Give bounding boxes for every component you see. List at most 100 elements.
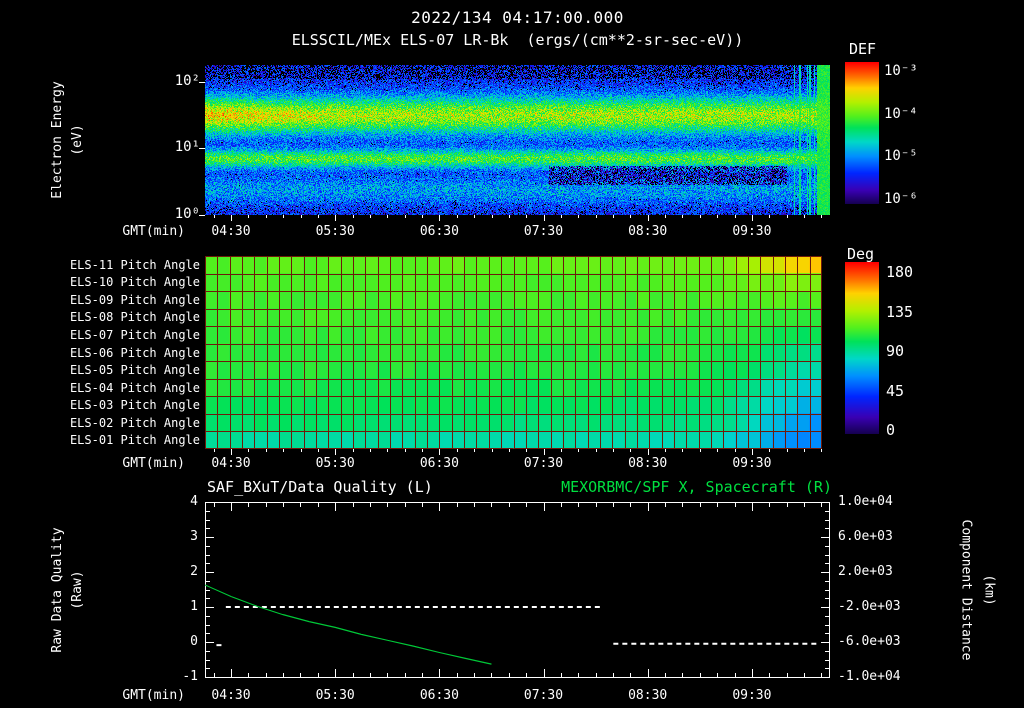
raw-data-quality-axis-label-line2: (Raw): [70, 570, 85, 610]
x-tick-mark: [213, 449, 215, 452]
x-tick-mark: [804, 449, 805, 452]
x-tick-mark: [352, 449, 354, 452]
x-tick-mark: [665, 215, 667, 218]
def-colorbar-tick-label: 10⁻⁵: [884, 148, 918, 165]
x-tick-mark: [456, 449, 458, 452]
x-tick-mark: [613, 215, 614, 218]
x-tick-label: 07:30: [523, 456, 564, 471]
page-title: 2022/134 04:17:00.000: [411, 8, 624, 27]
x-tick-label: 06:30: [419, 224, 459, 239]
spectro-ytick-mark: [199, 81, 205, 83]
left-ytick-label: -1: [182, 669, 198, 684]
x-tick-mark: [387, 449, 389, 452]
electron-energy-axis-label-line1: Electron Energy: [50, 81, 65, 199]
x-tick-mark: [578, 215, 580, 218]
x-tick-label: 09:30: [732, 456, 772, 471]
x-tick-mark: [456, 215, 458, 218]
x-tick-mark: [543, 449, 545, 455]
x-tick-mark: [491, 215, 493, 218]
x-tick-mark: [734, 449, 736, 452]
pitch-angle-heatmap-canvas: [205, 256, 822, 449]
def-colorbar-tick-label: 10⁻³: [884, 63, 918, 79]
pitch-row-label: ELS-04 Pitch Angle: [69, 380, 200, 395]
x-tick-mark: [439, 449, 441, 455]
x-tick-mark: [231, 449, 232, 455]
x-tick-mark: [335, 215, 337, 221]
right-ytick-label: 6.0e+03: [838, 529, 893, 544]
x-tick-mark: [508, 215, 510, 218]
pitch-row-label: ELS-07 Pitch Angle: [69, 328, 200, 342]
x-tick-mark: [508, 449, 510, 452]
x-tick-label: 08:30: [628, 456, 668, 471]
x-tick-mark: [526, 215, 528, 218]
x-tick-mark: [613, 449, 614, 452]
pitch-row-label: ELS-09 Pitch Angle: [69, 292, 200, 307]
x-tick-mark: [317, 449, 319, 452]
x-tick-mark: [717, 215, 719, 218]
gmt-axis-label-bottom: GMT(min): [122, 688, 185, 703]
spectro-ytick-label: 10²: [174, 72, 200, 89]
x-tick-mark: [595, 215, 597, 218]
gmt-axis-label-top: GMT(min): [122, 224, 185, 239]
x-tick-mark: [786, 215, 788, 218]
x-tick-mark: [821, 215, 823, 218]
x-tick-mark: [474, 215, 476, 218]
right-ytick-label: 1.0e+04: [838, 494, 893, 509]
def-colorbar: [845, 62, 879, 204]
x-tick-mark: [578, 449, 580, 452]
x-tick-mark: [300, 449, 302, 452]
x-tick-mark: [543, 215, 545, 221]
spectro-ytick-label: 10⁰: [174, 206, 200, 222]
pitch-row-label: ELS-08 Pitch Angle: [69, 310, 200, 325]
x-tick-mark: [699, 215, 701, 218]
x-tick-label: 05:30: [315, 456, 355, 471]
component-distance-axis-label: Component Distance: [958, 519, 974, 661]
x-tick-label: 07:30: [523, 224, 564, 239]
left-ytick-label: 1: [190, 599, 198, 614]
x-tick-mark: [491, 449, 493, 452]
x-tick-mark: [560, 449, 562, 452]
x-tick-mark: [283, 449, 285, 452]
x-tick-mark: [682, 449, 684, 452]
x-tick-mark: [352, 215, 354, 218]
x-tick-label: 08:30: [628, 224, 668, 239]
x-tick-label: 08:30: [628, 688, 668, 703]
deg-colorbar: [845, 262, 879, 434]
x-tick-mark: [265, 449, 267, 452]
spectro-ytick-mark: [199, 215, 205, 216]
x-tick-mark: [751, 449, 753, 455]
deg-colorbar-tick-label: 90: [886, 342, 905, 360]
x-tick-label: 06:30: [419, 456, 459, 471]
raw-data-quality-axis-label-line1: Raw Data Quality: [50, 527, 65, 653]
x-tick-mark: [439, 215, 441, 221]
x-tick-mark: [404, 449, 406, 452]
left-ytick-label: 2: [190, 564, 198, 579]
left-ytick-label: 0: [190, 634, 198, 649]
x-tick-mark: [821, 449, 823, 452]
def-colorbar-tick-label: 10⁻⁴: [884, 105, 918, 122]
pitch-row-label: ELS-11 Pitch Angle: [69, 257, 200, 272]
pitch-row-label: ELS-05 Pitch Angle: [69, 363, 200, 377]
gmt-axis-label-middle: GMT(min): [122, 456, 185, 471]
x-tick-mark: [248, 449, 250, 452]
x-tick-label: 04:30: [211, 224, 251, 239]
pitch-row-label: ELS-02 Pitch Angle: [69, 415, 200, 430]
component-distance-axis-units: (km): [981, 574, 997, 606]
bottom-right-title: MEXORBMC/SPF X, Spacecraft (R): [561, 478, 832, 496]
x-tick-mark: [387, 215, 389, 218]
pitch-row-label: ELS-01 Pitch Angle: [69, 433, 200, 448]
electron-energy-axis-label: Electron Energy (eV): [48, 81, 88, 198]
x-tick-mark: [595, 449, 597, 452]
pitch-row-label: ELS-06 Pitch Angle: [69, 345, 200, 360]
bottom-left-title: SAF_BXuT/Data Quality (L): [207, 478, 433, 496]
x-tick-mark: [647, 449, 649, 455]
right-ytick-label: -2.0e+03: [838, 599, 901, 614]
x-tick-mark: [422, 215, 423, 218]
x-tick-mark: [560, 215, 562, 218]
x-tick-mark: [630, 215, 632, 218]
x-tick-mark: [526, 449, 528, 452]
left-ytick-label: 3: [190, 529, 198, 544]
x-tick-mark: [404, 215, 406, 218]
x-tick-mark: [213, 215, 215, 218]
x-tick-mark: [335, 449, 337, 455]
